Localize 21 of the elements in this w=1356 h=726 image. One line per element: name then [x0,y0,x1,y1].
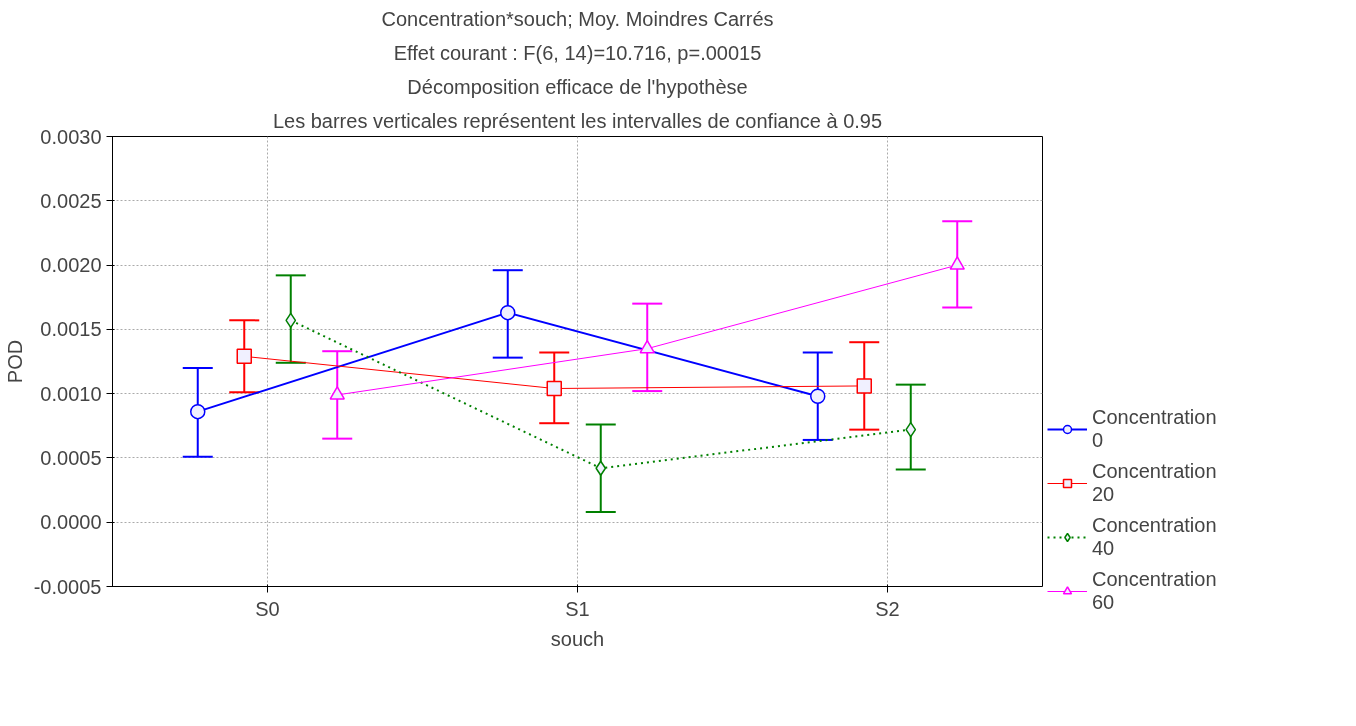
x-axis-title: souch [550,627,605,650]
y-tick-label: -0.0005 [33,575,102,598]
text: Les barres verticales représentent les intervalles de confiance à 0.95 [272,109,883,132]
y-tick-label: 0.0020 [40,254,102,277]
chart-subtitle: Effet courant : F(6, 14)=10.716, p=.00015 [393,41,762,64]
y-tick-label: 0.0005 [40,446,102,469]
y-tick-label: 0.0000 [40,511,102,534]
y-tick-label: 0.0025 [40,189,102,212]
y-tick-label: 0.0010 [40,382,102,405]
y-tick-label: 0.0015 [40,318,102,341]
x-tick-label: S1 [565,597,590,620]
y-axis-title: POD [3,339,26,384]
legend-label: Concentration 0 [1092,406,1217,452]
chart-title: Concentration*souch; Moy. Moindres Carrés [381,7,774,30]
legend-label: Concentration 60 [1092,568,1217,614]
text: Décomposition efficace de l'hypothèse [407,75,748,98]
legend-label: Concentration 40 [1092,514,1217,560]
x-tick-label: S2 [875,597,900,620]
legend-label: Concentration 20 [1092,460,1217,506]
y-tick-label: 0.0030 [40,125,102,148]
x-tick-label: S0 [255,597,280,620]
